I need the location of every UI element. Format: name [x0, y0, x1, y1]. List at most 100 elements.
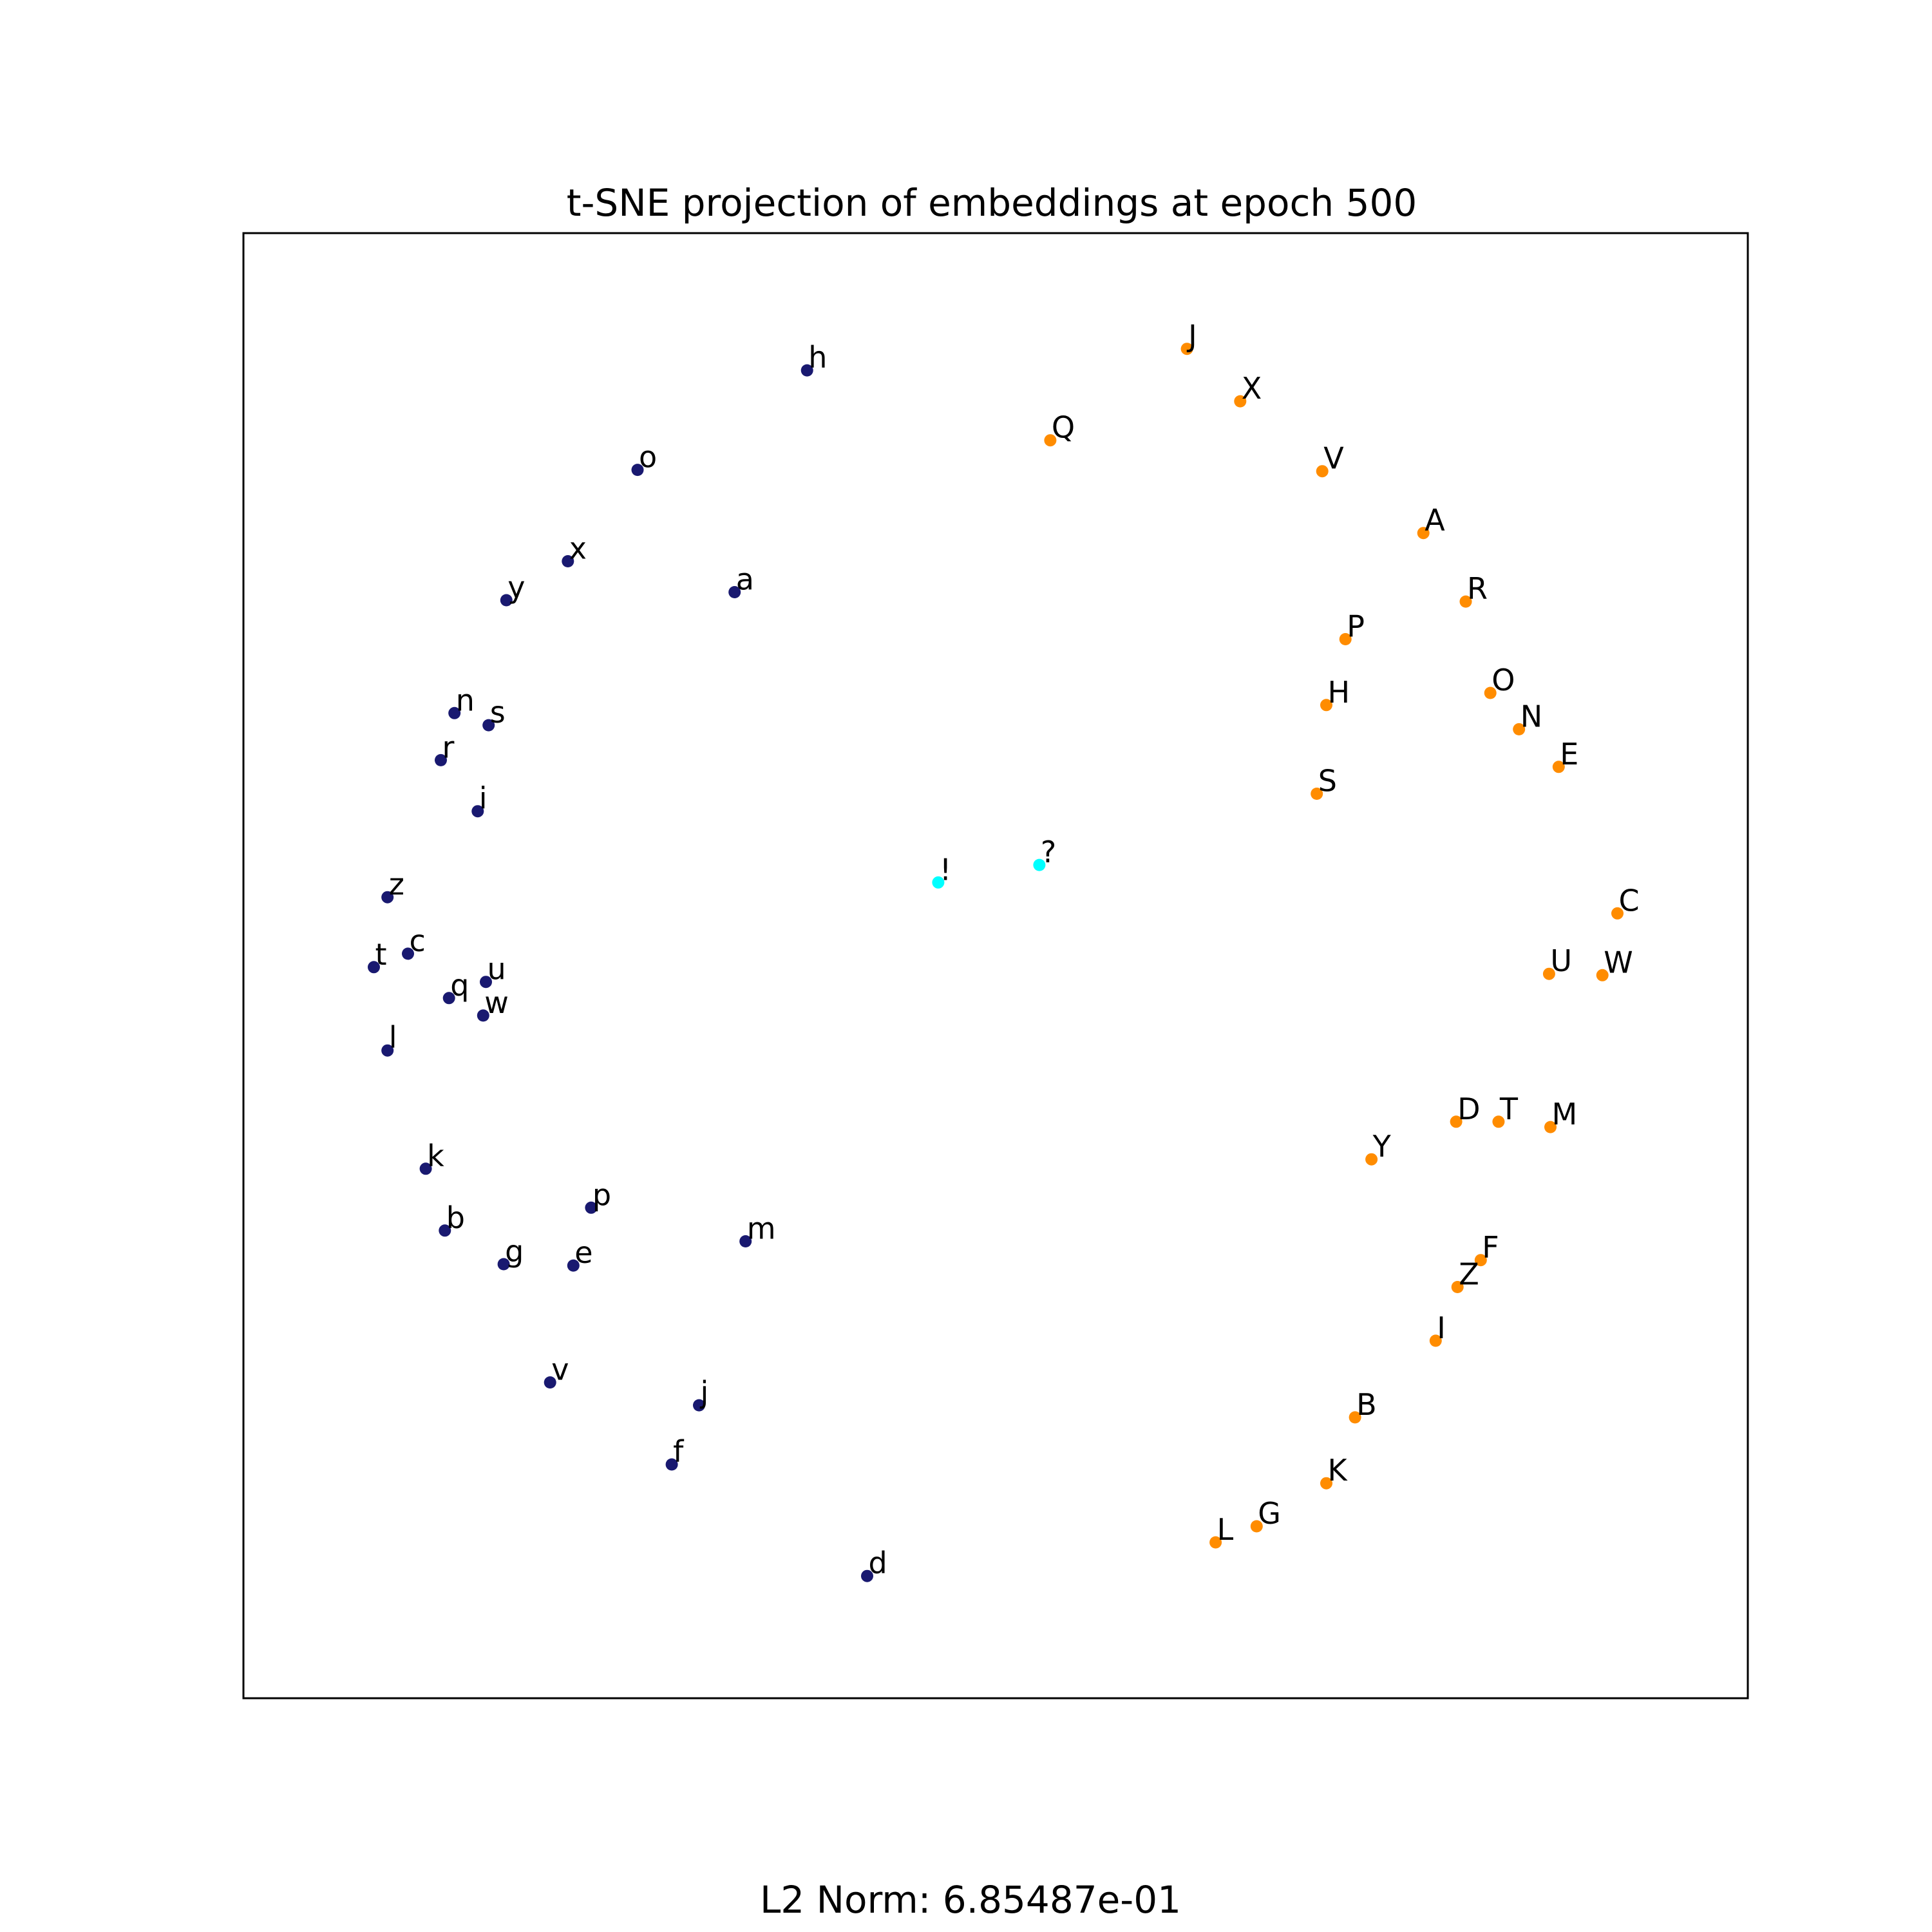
scatter-point — [368, 961, 380, 974]
scatter-point — [800, 364, 813, 377]
scatter-point — [1320, 699, 1332, 712]
scatter-point — [1417, 527, 1430, 540]
point-label: p — [592, 1177, 611, 1212]
scatter-point — [693, 1399, 705, 1412]
point-label: a — [736, 562, 754, 597]
scatter-point — [1544, 1121, 1557, 1133]
point-label: j — [700, 1375, 709, 1410]
point-label: F — [1482, 1230, 1499, 1265]
point-label: m — [747, 1211, 776, 1246]
scatter-point — [1339, 633, 1352, 645]
scatter-point — [381, 891, 394, 904]
scatter-point — [500, 594, 513, 607]
point-label: u — [488, 952, 506, 987]
scatter-point — [562, 555, 574, 567]
scatter-point — [1611, 907, 1624, 920]
point-label: k — [427, 1139, 444, 1173]
scatter-point — [728, 586, 741, 598]
scatter-point — [1180, 343, 1193, 355]
point-label: f — [673, 1434, 685, 1469]
scatter-point — [1474, 1254, 1487, 1267]
scatter-point — [439, 1224, 451, 1237]
point-label: x — [569, 531, 587, 566]
scatter-point — [1234, 395, 1247, 408]
point-label: Q — [1052, 410, 1075, 445]
point-label: h — [808, 340, 827, 375]
scatter-point — [419, 1162, 432, 1175]
scatter-point — [381, 1044, 394, 1057]
point-label: V — [1323, 441, 1344, 476]
point-label: E — [1560, 737, 1578, 772]
scatter-point — [544, 1376, 556, 1389]
point-label: y — [507, 570, 525, 605]
point-label: e — [574, 1235, 592, 1270]
scatter-point — [1320, 1477, 1332, 1490]
scatter-point — [1492, 1115, 1505, 1128]
scatter-point — [585, 1201, 598, 1214]
scatter-point — [932, 876, 945, 889]
point-label: v — [551, 1352, 569, 1387]
scatter-point — [435, 753, 447, 766]
scatter-point — [497, 1258, 510, 1271]
scatter-point — [1311, 788, 1323, 800]
point-label: z — [389, 867, 404, 902]
point-label: g — [505, 1234, 524, 1269]
scatter-point — [567, 1259, 580, 1272]
point-label: n — [456, 683, 475, 717]
chart-title: t-SNE projection of embeddings at epoch … — [567, 181, 1417, 225]
point-label: d — [869, 1546, 887, 1580]
point-label: X — [1242, 371, 1262, 406]
point-label: R — [1467, 571, 1488, 606]
point-label: Y — [1372, 1129, 1392, 1164]
scatter-point — [861, 1569, 873, 1582]
scatter-point — [1459, 595, 1472, 608]
point-label: i — [479, 781, 488, 816]
scatter-point — [1451, 1281, 1464, 1293]
scatter-point — [631, 464, 644, 477]
point-label: o — [639, 440, 657, 475]
scatter-point — [448, 706, 461, 719]
point-label: J — [1186, 319, 1197, 354]
scatter-point — [739, 1235, 752, 1247]
point-label: L — [1217, 1512, 1234, 1547]
point-label: D — [1457, 1092, 1480, 1126]
point-label: N — [1520, 699, 1542, 734]
point-label: H — [1328, 675, 1350, 710]
point-label: A — [1425, 503, 1445, 538]
scatter-point — [1316, 465, 1329, 478]
scatter-point — [1365, 1153, 1378, 1166]
point-label: l — [389, 1020, 397, 1055]
scatter-point — [1513, 723, 1526, 735]
point-label: r — [442, 730, 455, 764]
point-label: W — [1604, 945, 1633, 980]
l2-norm-footer: L2 Norm: 6.85487e-01 — [760, 1878, 1181, 1922]
scatter-point — [402, 947, 414, 960]
scatter-point — [1209, 1536, 1222, 1549]
scatter-point — [1349, 1411, 1361, 1424]
point-label: K — [1328, 1453, 1349, 1488]
scatter-point — [1429, 1334, 1442, 1347]
points-layer: h o x y a n s ri zct uqw l k p b m g e v jf d!? J X Q V AR PH ONE S… — [368, 319, 1640, 1582]
point-label: B — [1356, 1387, 1377, 1422]
scatter-point — [1552, 761, 1565, 773]
scatter-point — [1484, 687, 1497, 699]
scatter-point — [471, 805, 484, 818]
point-label: S — [1318, 764, 1337, 799]
point-label: s — [490, 695, 506, 730]
point-label: c — [410, 923, 426, 958]
scatter-point — [482, 719, 495, 732]
point-label: t — [375, 937, 387, 972]
point-label: T — [1499, 1092, 1519, 1126]
point-label: G — [1258, 1496, 1281, 1531]
point-label: b — [446, 1200, 465, 1235]
point-label: ? — [1041, 835, 1056, 869]
point-label: ! — [940, 852, 951, 887]
scatter-point — [1044, 434, 1057, 447]
point-label: C — [1619, 883, 1640, 918]
plot-frame — [242, 232, 1749, 1700]
scatter-point — [1033, 858, 1046, 871]
scatter-point — [1542, 967, 1555, 980]
scatter-point — [1250, 1520, 1263, 1533]
point-label: P — [1347, 609, 1365, 644]
